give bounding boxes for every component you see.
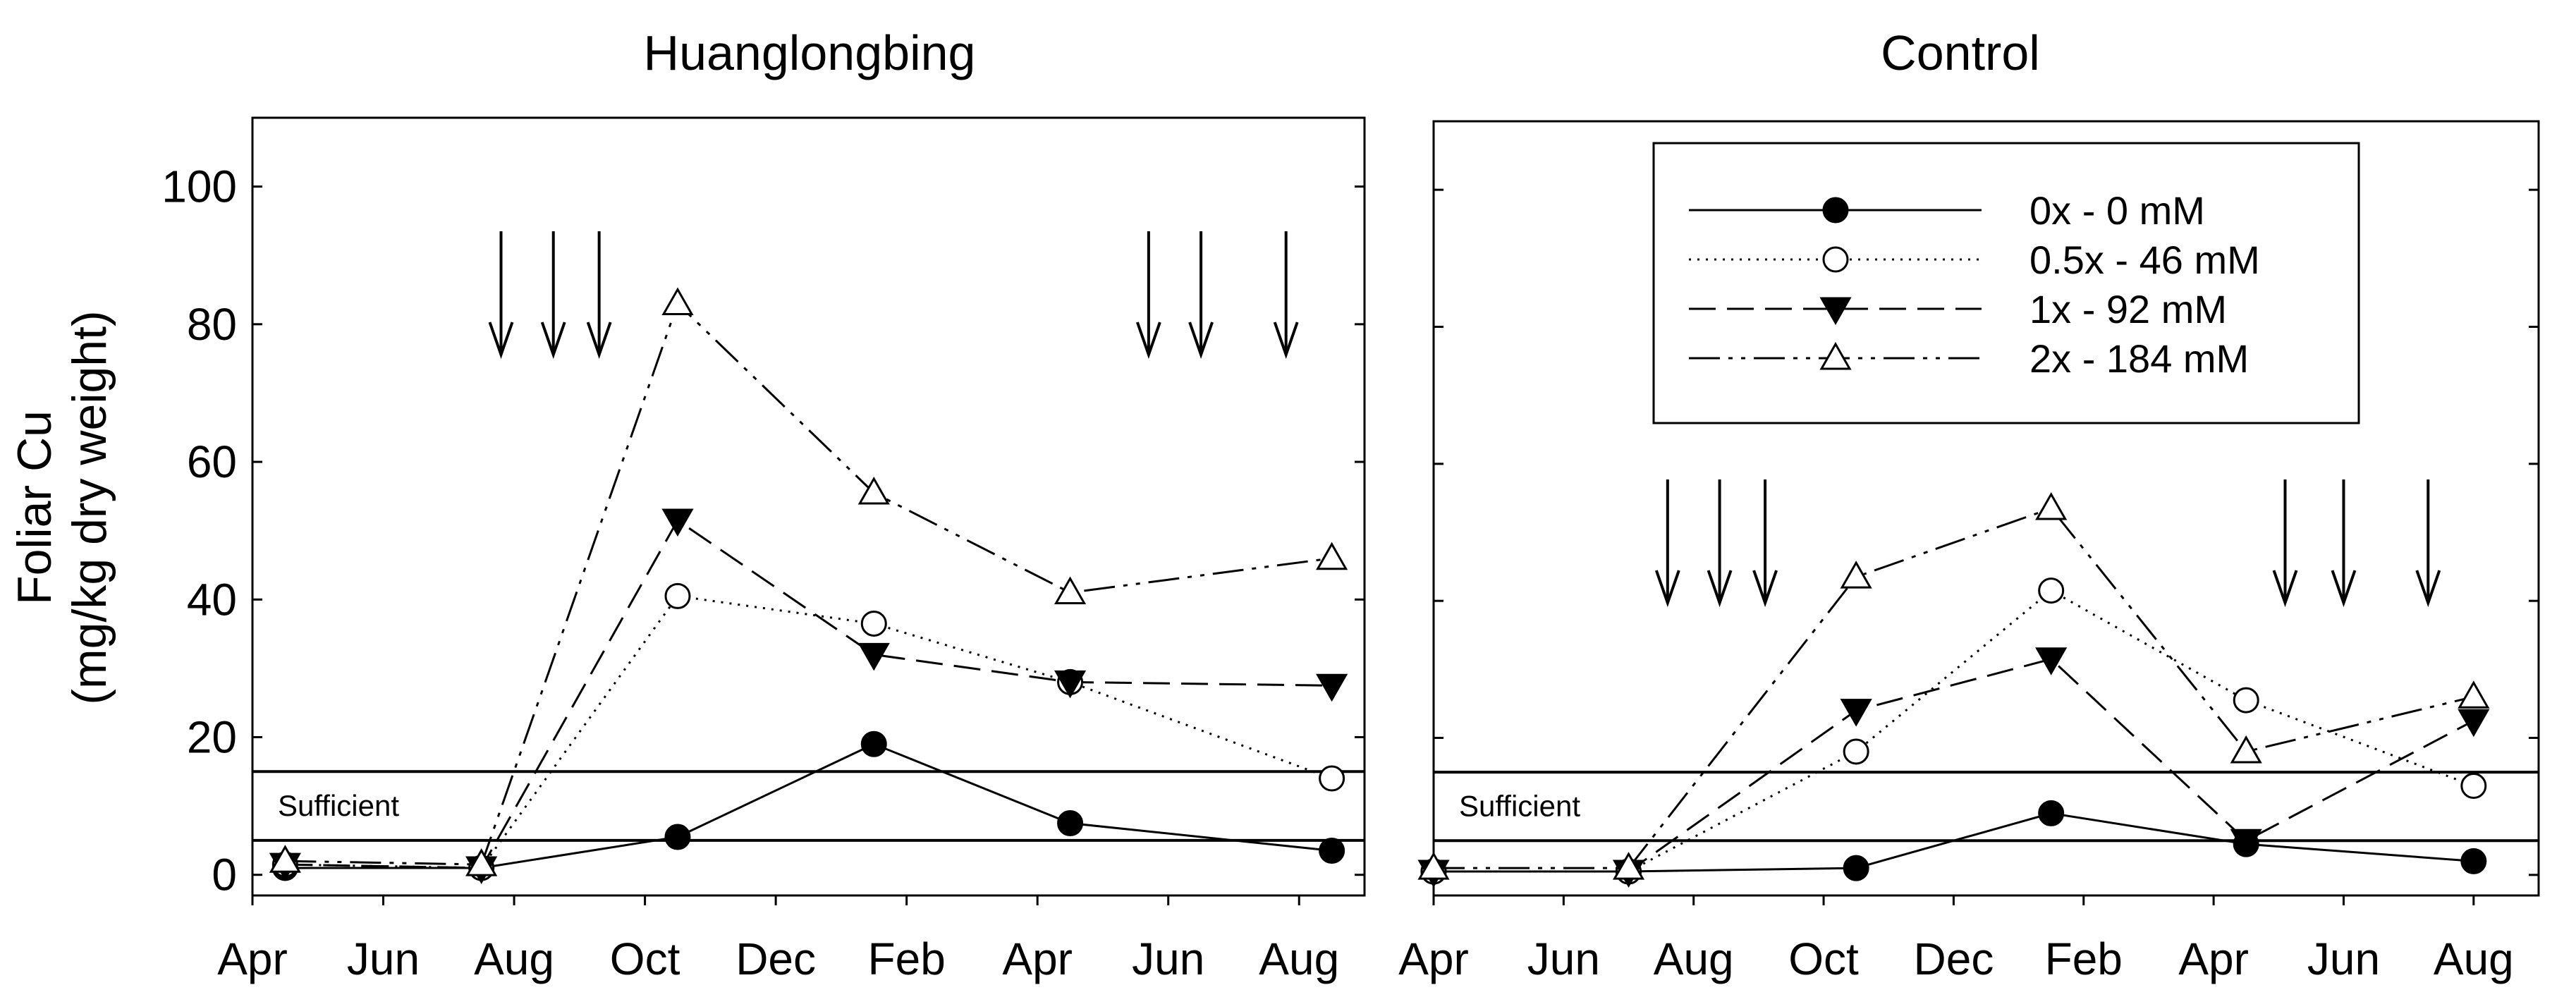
data-point-s1 <box>857 642 890 671</box>
legend-label-s2: 2x - 184 mM <box>2029 336 2249 381</box>
application-arrowhead <box>1273 322 1299 360</box>
x-tick-label: Dec <box>735 934 816 984</box>
y-tick-label: 60 <box>187 436 237 487</box>
x-tick-label: Dec <box>1914 934 1994 984</box>
x-tick-label: Aug <box>1654 934 1734 984</box>
data-point-s0 <box>664 824 691 850</box>
x-tick-label: Oct <box>1788 934 1859 984</box>
series-line-s1 <box>285 518 1332 869</box>
data-point-s2 <box>1316 542 1348 570</box>
series-line-s2 <box>285 301 1332 866</box>
panel-title: Control <box>1881 25 2040 80</box>
x-tick-label: Jun <box>1132 934 1204 984</box>
data-point-s2 <box>661 287 694 316</box>
data-point-s1 <box>1840 699 1872 727</box>
application-arrowhead <box>2415 570 2441 608</box>
data-point-s05 <box>860 610 887 637</box>
application-arrowhead <box>1707 570 1733 608</box>
legend-marker-s05 <box>1822 246 1849 273</box>
application-arrowhead <box>586 322 612 360</box>
application-arrowhead <box>2272 570 2298 608</box>
series-line-s05 <box>1434 589 2474 873</box>
y-tick-label: 40 <box>187 574 237 625</box>
panel-control: Control Apr Jun Aug Oct Dec Feb Apr Jun Aug Suffic… <box>1398 25 2540 984</box>
plot-frame <box>1432 120 2540 897</box>
y-tick-label: 80 <box>187 299 237 350</box>
x-tick-label: Apr <box>1398 934 1469 984</box>
series-line-s05 <box>285 594 1333 869</box>
x-tick-label: Aug <box>1259 934 1339 984</box>
series-line-s0 <box>285 742 1332 869</box>
data-point-s1 <box>1054 670 1087 699</box>
data-point-s0 <box>1319 838 1345 864</box>
data-point-s0 <box>1843 855 1869 881</box>
x-tick-label: Jun <box>2307 934 2380 984</box>
data-point-s05 <box>2038 577 2065 604</box>
panel-title: Huanglongbing <box>644 25 976 80</box>
application-arrowhead <box>488 322 514 360</box>
legend-marker-s0 <box>1822 197 1849 224</box>
data-point-s0 <box>860 730 887 757</box>
data-point-s0 <box>2038 800 2065 826</box>
x-tick-label: Apr <box>2178 934 2249 984</box>
data-point-s2 <box>2035 491 2068 520</box>
data-point-s1 <box>2035 647 2068 675</box>
x-tick-label: Feb <box>2045 934 2123 984</box>
series-line-s1 <box>1434 658 2474 873</box>
data-point-s2 <box>1054 576 1087 605</box>
application-arrowhead <box>2331 570 2357 608</box>
sufficient-label: Sufficient <box>1459 790 1580 823</box>
y-axis-label-line1: Foliar Cu <box>8 410 61 605</box>
data-point-s1 <box>2458 709 2490 738</box>
legend-label-s05: 0.5x - 46 mM <box>2029 238 2260 282</box>
legend: 0x - 0 mM 0.5x - 46 mM 1x - 92 mM 2x - 184 … <box>1652 142 2360 424</box>
data-point-s05 <box>2233 687 2259 714</box>
x-tick-label: Jun <box>347 934 420 984</box>
sufficient-label: Sufficient <box>278 789 399 822</box>
series-line-s2 <box>1434 507 2474 869</box>
data-point-s2 <box>269 845 301 873</box>
data-point-s1 <box>661 508 694 537</box>
data-point-s0 <box>2460 848 2487 874</box>
data-point-s05 <box>664 582 691 609</box>
x-tick-label: Aug <box>2434 934 2514 984</box>
application-arrowhead <box>1654 570 1680 608</box>
legend-marker-s1 <box>1819 297 1852 326</box>
x-tick-label: Apr <box>1002 934 1073 984</box>
plot-frame <box>251 116 1366 897</box>
data-point-s05 <box>1319 765 1345 792</box>
series-line-s0 <box>1434 812 2474 873</box>
y-tick-label: 100 <box>161 161 237 212</box>
data-point-s0 <box>1057 810 1084 837</box>
x-tick-label: Aug <box>474 934 554 984</box>
application-arrowhead <box>1188 322 1214 360</box>
y-axis-label-line2: (mg/kg dry weight) <box>63 310 116 704</box>
application-arrowhead <box>540 322 566 360</box>
y-tick-label: 0 <box>212 850 237 900</box>
data-point-s1 <box>2230 828 2262 857</box>
x-tick-label: Feb <box>868 934 946 984</box>
y-tick-label: 20 <box>187 711 237 762</box>
legend-box <box>1652 142 2360 424</box>
legend-marker-s2 <box>1819 341 1852 370</box>
data-point-s2 <box>1612 852 1645 880</box>
data-point-s1 <box>1316 673 1348 702</box>
data-point-s2 <box>857 476 890 505</box>
application-arrowhead <box>1135 322 1161 360</box>
data-point-s2 <box>1840 561 1872 589</box>
data-point-s2 <box>2230 735 2262 764</box>
data-point-s2 <box>2458 680 2490 709</box>
x-tick-label: Apr <box>217 934 288 984</box>
panel-huanglongbing: Huanglongbing 0 20 40 60 80 100 Apr Jun Aug Oct Dec… <box>161 25 1366 984</box>
data-point-s05 <box>1843 738 1869 765</box>
data-point-s2 <box>465 848 498 876</box>
data-point-s2 <box>1417 852 1450 880</box>
data-point-s05 <box>2460 773 2487 800</box>
legend-label-s0: 0x - 0 mM <box>2029 188 2205 233</box>
x-tick-label: Jun <box>1527 934 1600 984</box>
x-tick-label: Oct <box>610 934 680 984</box>
legend-label-s1: 1x - 92 mM <box>2029 287 2227 331</box>
application-arrowhead <box>1752 570 1778 608</box>
